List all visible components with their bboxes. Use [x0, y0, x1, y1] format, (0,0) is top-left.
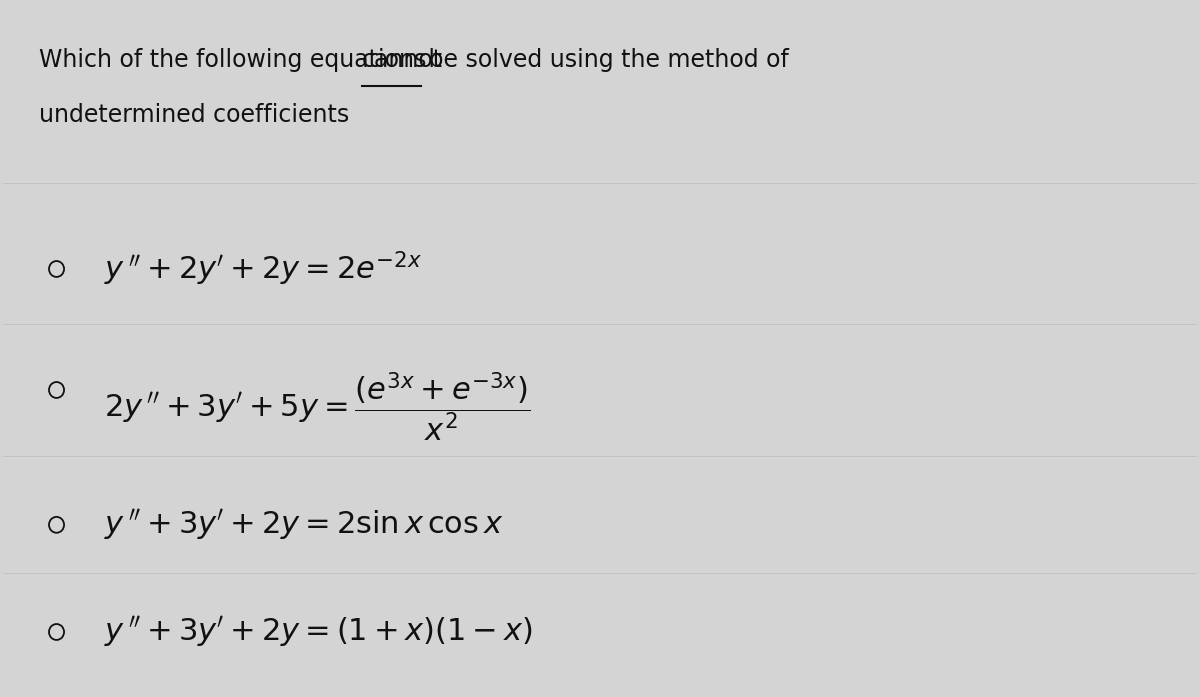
Text: $y\,'' +3y' + 2y = (1+x)(1-x)$: $y\,'' +3y' + 2y = (1+x)(1-x)$ — [104, 615, 533, 650]
Text: Which of the following equations: Which of the following equations — [38, 47, 433, 72]
Text: $y\,'' +3y' + 2y = 2\sin x\,\cos x$: $y\,'' +3y' + 2y = 2\sin x\,\cos x$ — [104, 507, 504, 542]
Text: undetermined coefficients: undetermined coefficients — [38, 103, 349, 127]
Text: $y\,'' +2y' + 2y = 2e^{-2x}$: $y\,'' +2y' + 2y = 2e^{-2x}$ — [104, 250, 422, 289]
Text: be solved using the method of: be solved using the method of — [420, 47, 788, 72]
Text: $2y\,'' +3y' + 5y = \dfrac{(e^{3x}+e^{-3x})}{x^2}$: $2y\,'' +3y' + 5y = \dfrac{(e^{3x}+e^{-3… — [104, 371, 530, 444]
Text: cannot: cannot — [362, 47, 443, 72]
